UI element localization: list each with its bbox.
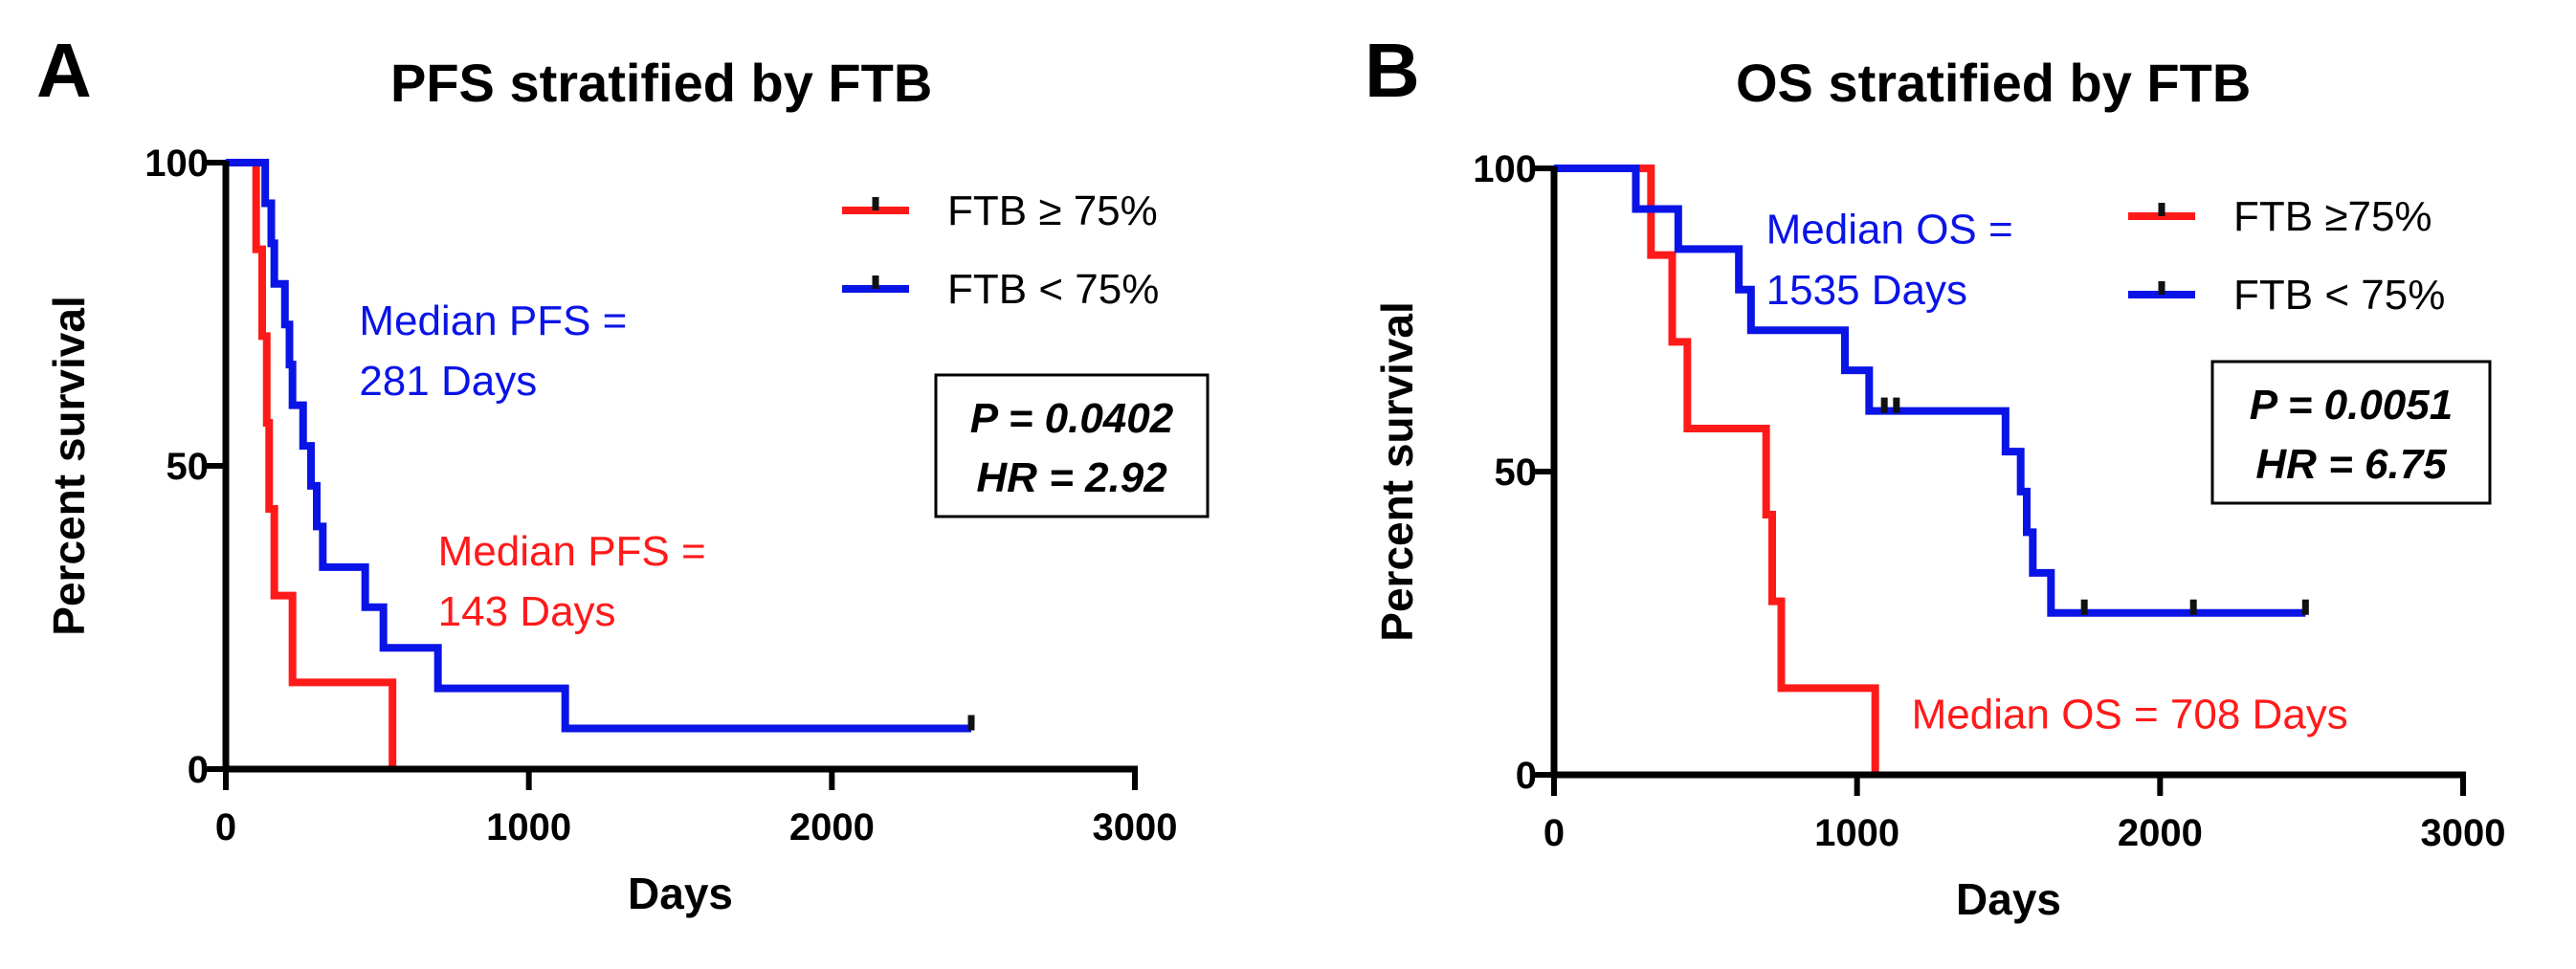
km-plot-os: 0 1000 2000 3000 0 50 100 Days Percent survival F…	[1372, 148, 2506, 924]
panel-a: A PFS stratified by FTB 0 1000 2000 3000 0 50…	[36, 28, 1210, 918]
median-annotation: Median OS = 708 Days	[1912, 692, 2348, 738]
p-value: P = 0.0402	[970, 395, 1174, 442]
y-tick-label: 100	[144, 143, 209, 185]
y-axis-label: Percent survival	[1372, 301, 1422, 641]
x-axis-label: Days	[1956, 874, 2061, 924]
hazard-ratio: HR = 6.75	[2255, 441, 2447, 488]
median-annotation: Median PFS =	[359, 297, 627, 344]
x-axis-label: Days	[628, 869, 733, 918]
median-annotation: 281 Days	[359, 358, 537, 405]
y-tick-label: 0	[1516, 755, 1537, 797]
median-annotation: Median OS =	[1766, 206, 2013, 253]
median-annotation: 143 Days	[438, 588, 616, 635]
series-line-1	[226, 159, 971, 733]
p-value: P = 0.0051	[2250, 382, 2453, 429]
chart-title: PFS stratified by FTB	[390, 53, 933, 113]
y-tick-label: 100	[1473, 148, 1537, 190]
legend-label-1: FTB < 75%	[947, 266, 1159, 313]
panel-letter: A	[36, 28, 92, 113]
chart-title: OS stratified by FTB	[1736, 53, 2252, 113]
panel-letter: B	[1365, 28, 1420, 113]
stats-box	[2210, 360, 2492, 505]
legend-label-1: FTB < 75%	[2233, 272, 2445, 319]
legend-label-0: FTB ≥75%	[2233, 193, 2432, 240]
y-tick-label: 0	[188, 749, 209, 791]
y-axis-label: Percent survival	[44, 296, 94, 635]
x-tick-label: 2000	[789, 806, 875, 848]
x-tick-label: 3000	[2421, 812, 2506, 854]
x-tick-label: 1000	[486, 806, 571, 848]
y-tick-label: 50	[167, 446, 210, 488]
legend-label-0: FTB ≥ 75%	[947, 187, 1158, 234]
median-annotation: 1535 Days	[1766, 267, 1967, 314]
series-line-0	[1554, 165, 1879, 775]
x-tick-label: 1000	[1814, 812, 1899, 854]
x-tick-label: 0	[1543, 812, 1565, 854]
x-tick-label: 2000	[2118, 812, 2203, 854]
stats-box	[934, 373, 1210, 518]
series-line-0	[226, 159, 397, 769]
x-tick-label: 3000	[1093, 806, 1178, 848]
hazard-ratio: HR = 2.92	[976, 454, 1167, 501]
km-plot-pfs: 0 1000 2000 3000 0 50 100 Days Percent survival F…	[44, 143, 1210, 918]
x-tick-label: 0	[215, 806, 236, 848]
y-tick-label: 50	[1495, 451, 1538, 494]
series-line-1	[1554, 165, 2306, 617]
median-annotation: Median PFS =	[438, 528, 706, 575]
panel-b: B OS stratified by FTB 0 1000 2000 3000 0 50 1…	[1288, 0, 2576, 969]
